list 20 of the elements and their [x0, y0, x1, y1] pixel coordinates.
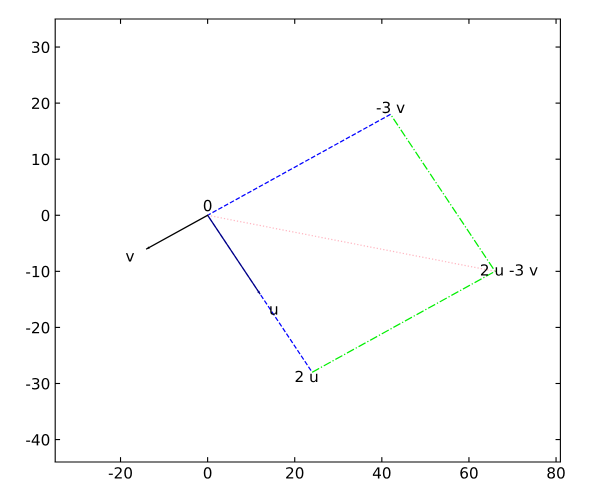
annotation: v: [126, 253, 134, 262]
x-tick-label: 40: [372, 467, 391, 479]
y-tick-label: -40: [26, 434, 50, 446]
annotation: 0: [204, 200, 212, 212]
annotation: 2 u -3 v: [480, 264, 538, 276]
y-tick-label: 10: [32, 154, 50, 166]
y-tick-label: -10: [26, 266, 50, 278]
y-tick-label: -20: [26, 322, 50, 334]
x-tick-label: -20: [108, 467, 132, 479]
y-tick-label: -30: [26, 378, 50, 390]
x-tick-label: 0: [204, 467, 212, 479]
x-tick-label: 20: [286, 467, 304, 479]
x-tick-label: 80: [547, 467, 565, 479]
y-tick-label: 0: [42, 210, 50, 222]
annotation: u: [270, 306, 278, 315]
annotation: -3 v: [376, 102, 405, 114]
annotation: 2 u: [296, 370, 318, 382]
x-tick-label: 60: [460, 467, 478, 479]
y-tick-label: 20: [32, 98, 50, 110]
y-tick-label: 30: [32, 42, 50, 54]
